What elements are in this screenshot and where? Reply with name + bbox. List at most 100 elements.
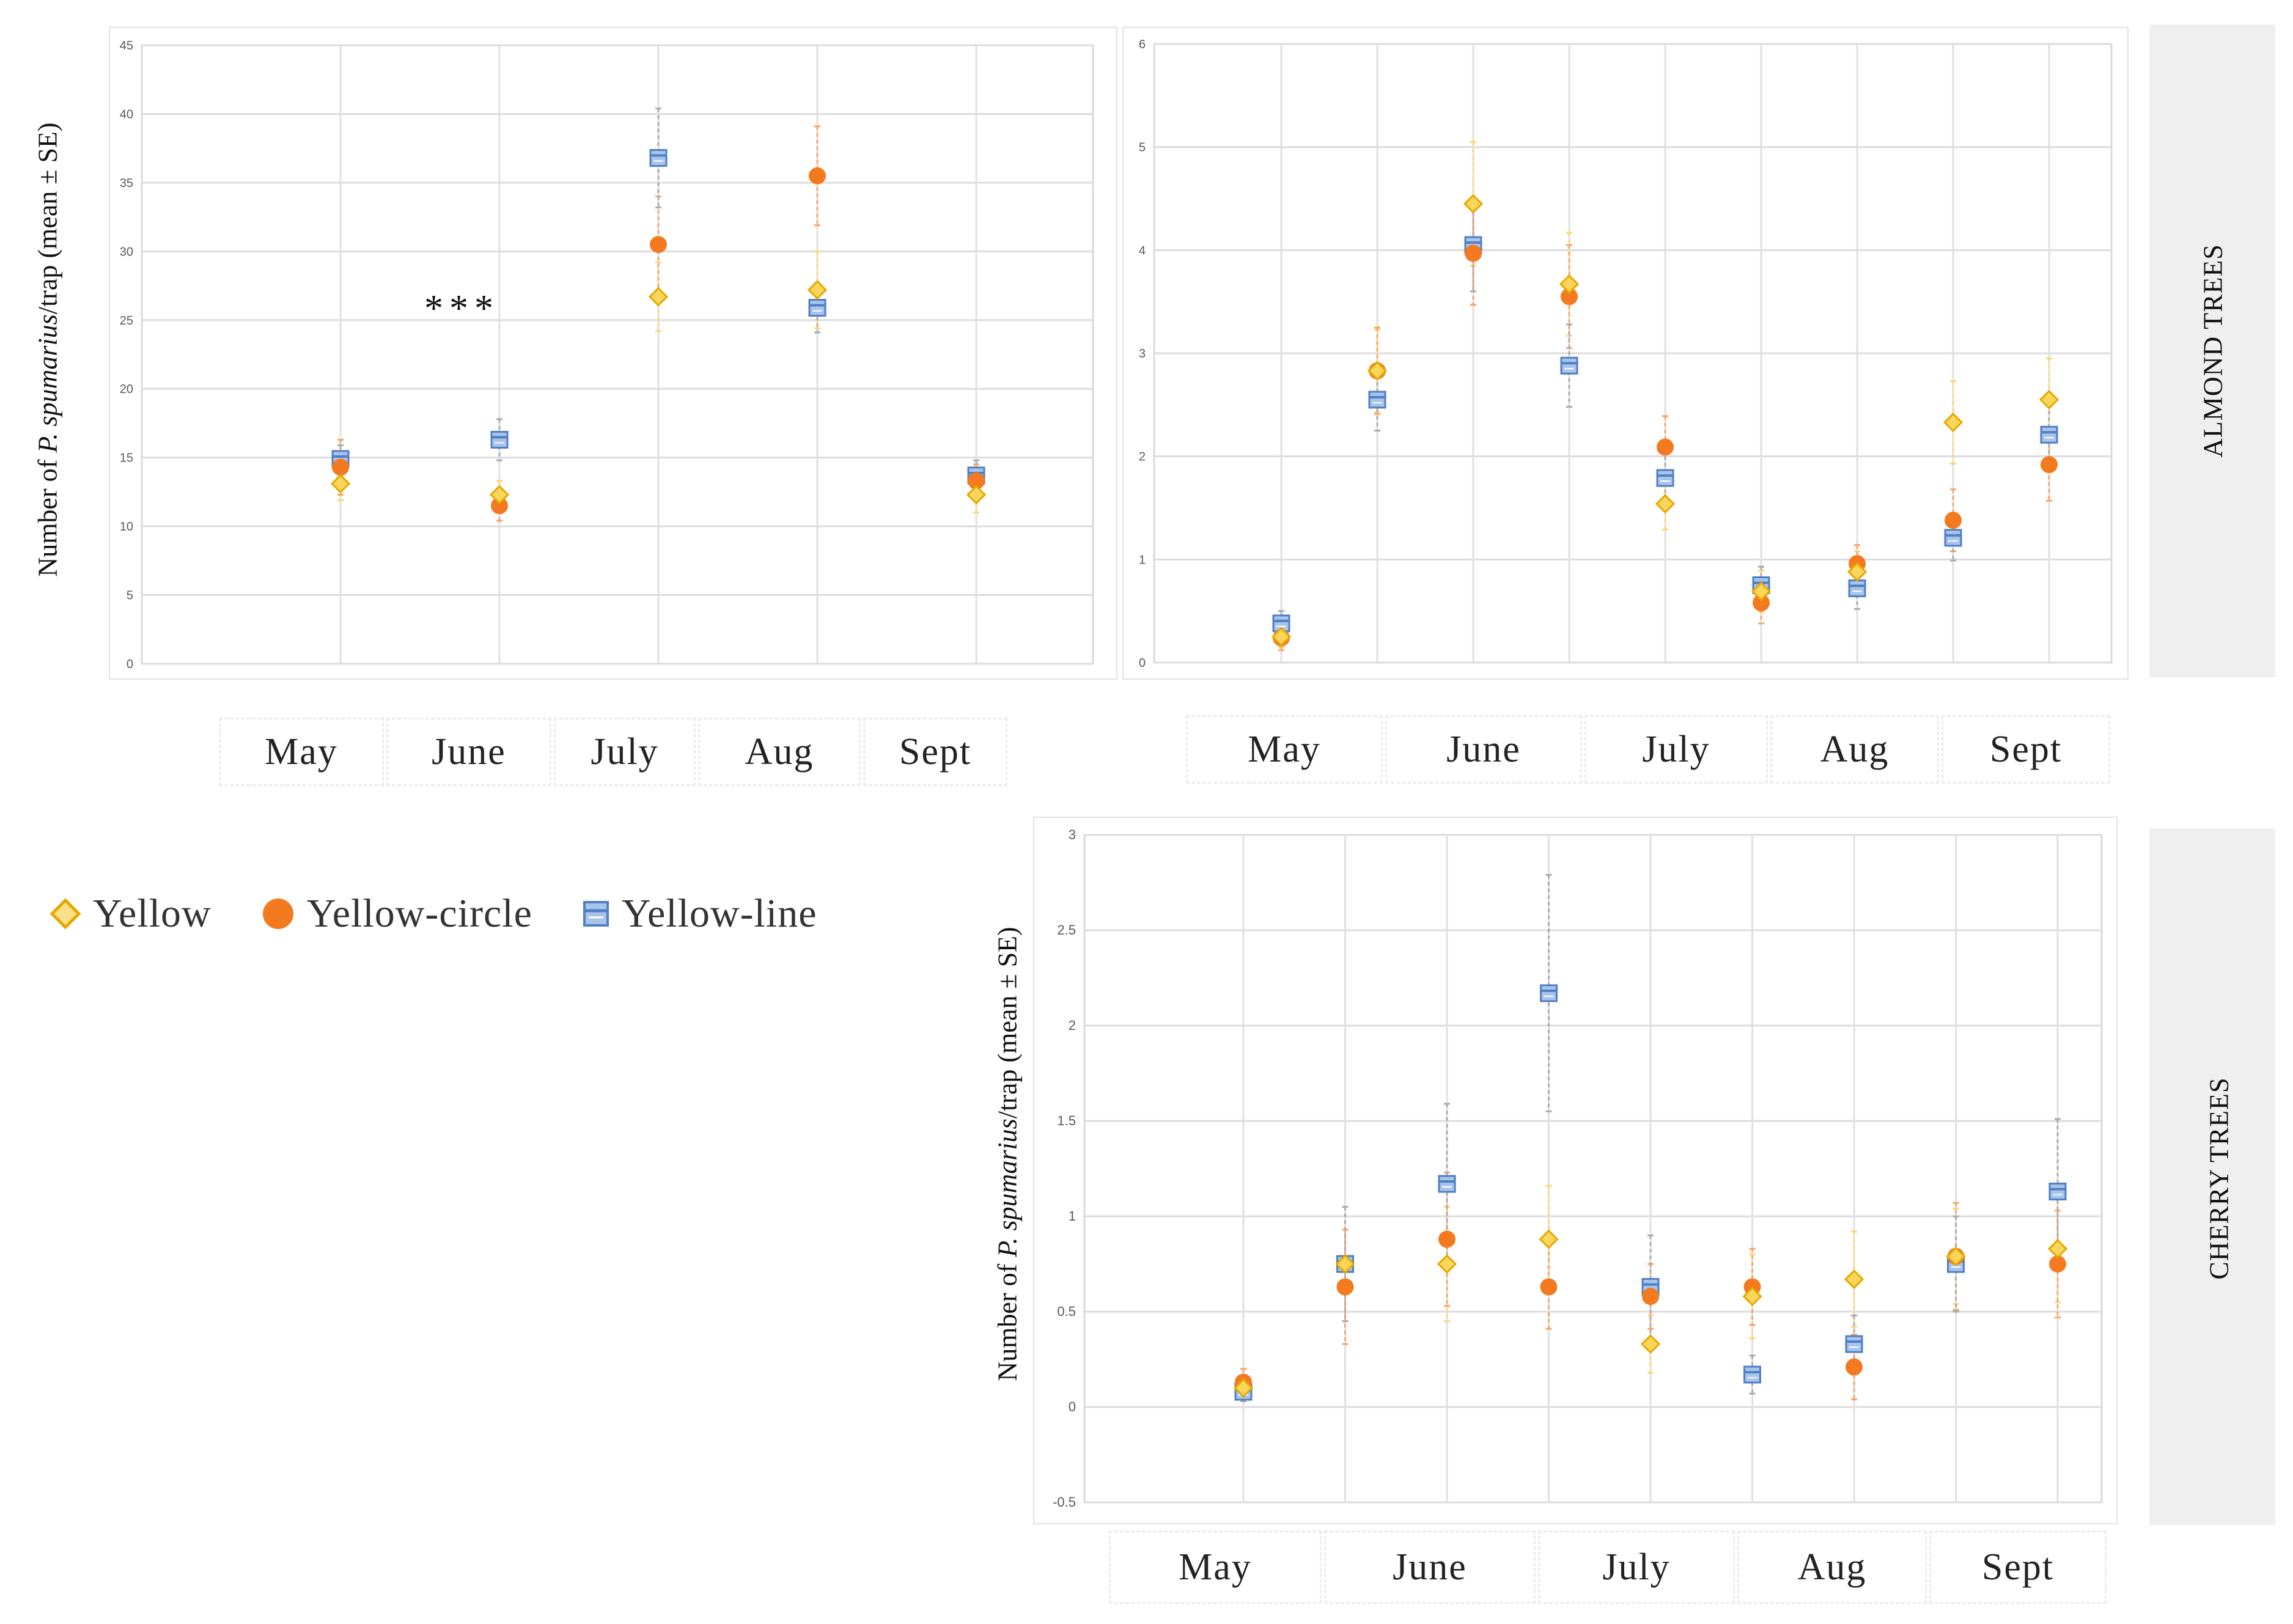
cherry-label: CHERRY TREES — [2204, 1077, 2234, 1280]
data-point-yellow-circle — [1336, 1278, 1354, 1296]
month-label: Aug — [1770, 715, 1939, 784]
data-point-yellow-line — [1656, 469, 1674, 487]
data-point-yellow — [1335, 1254, 1355, 1274]
circle-marker-icon — [262, 898, 293, 929]
data-point-yellow — [1437, 1254, 1457, 1274]
data-point-yellow-line — [2040, 425, 2058, 444]
almond-label: ALMOND TREES — [2198, 244, 2228, 458]
data-point-yellow-line — [649, 149, 668, 167]
chart-panel-3: -0.5 0 0.5 1 1.5 2 2.5 3 — [1053, 827, 2103, 1510]
data-point-yellow-line — [1368, 391, 1386, 409]
significance-stars: *** — [424, 288, 499, 329]
data-point-yellow — [2039, 389, 2059, 410]
data-point-yellow — [966, 485, 987, 505]
data-point-yellow — [807, 280, 828, 300]
data-point-yellow — [1847, 562, 1868, 582]
data-point-yellow — [1539, 1229, 1559, 1249]
data-point-yellow — [1943, 412, 1964, 433]
data-point-yellow-circle — [809, 167, 826, 185]
data-point-yellow-circle — [968, 472, 985, 490]
data-point-yellow — [1233, 1378, 1254, 1398]
y-tick-label: 15 — [120, 452, 133, 465]
month-label: May — [219, 718, 384, 786]
data-point-yellow — [1271, 626, 1292, 647]
y-label-prefix: Number of — [32, 452, 63, 577]
y-label-species: P. spumarius — [992, 1119, 1023, 1257]
data-point-yellow-circle — [1561, 288, 1578, 306]
data-point-yellow — [2047, 1238, 2068, 1259]
y-tick-label: 2.5 — [1057, 922, 1076, 938]
month-label: June — [1385, 715, 1582, 784]
data-point-yellow-circle — [491, 497, 508, 515]
data-point-yellow — [1655, 494, 1676, 514]
y-label-species: P. spumarius — [32, 314, 63, 453]
y-tick-label: 5 — [1139, 141, 1146, 155]
y-tick-label: 45 — [120, 39, 133, 53]
y-tick-label: 1.5 — [1057, 1113, 1076, 1128]
data-point-yellow — [1463, 194, 1484, 214]
data-point-yellow-line — [1845, 1335, 1863, 1353]
data-point-yellow — [1559, 274, 1580, 295]
data-point-yellow-line — [1944, 529, 1962, 547]
month-label: June — [1324, 1530, 1536, 1604]
panel-3-y-label: Number of P. spumarius/trap (mean ± SE) — [992, 927, 1023, 1381]
data-point-yellow-circle — [1465, 244, 1482, 262]
data-point-yellow-line — [1743, 1365, 1761, 1384]
month-label: Sept — [1942, 715, 2110, 784]
y-tick-label: 3 — [1069, 827, 1076, 842]
y-tick-label: 40 — [120, 108, 133, 121]
y-tick-label: 10 — [120, 520, 133, 534]
y-tick-label: 2 — [1139, 450, 1146, 464]
month-label: June — [386, 718, 551, 786]
month-label: Sept — [863, 718, 1007, 786]
data-point-yellow-line — [1438, 1175, 1456, 1193]
month-label: Aug — [1737, 1530, 1927, 1604]
y-tick-label: 30 — [120, 245, 133, 259]
chart-panel-1: 0 5 10 15 20 25 30 35 40 45 — [120, 39, 1094, 671]
y-tick-label: 4 — [1139, 244, 1146, 257]
y-label-suffix: /trap (mean ± SE) — [992, 927, 1023, 1119]
data-point-yellow-circle — [650, 236, 667, 254]
data-point-yellow-line — [490, 430, 509, 449]
data-point-yellow-line — [1540, 984, 1558, 1002]
data-point-yellow — [330, 474, 351, 494]
y-tick-label: 1 — [1069, 1208, 1076, 1224]
plot-area — [141, 44, 1094, 665]
data-point-yellow-circle — [1753, 594, 1770, 612]
y-tick-label: 0 — [1139, 656, 1146, 670]
square-marker-icon — [583, 901, 609, 927]
y-label-suffix: /trap (mean ± SE) — [32, 122, 63, 315]
y-tick-label: 3 — [1139, 347, 1146, 361]
legend-label: Yellow-circle — [306, 891, 532, 936]
month-label: May — [1186, 715, 1383, 784]
month-label: July — [554, 718, 696, 786]
y-tick-label: 1 — [1139, 553, 1146, 567]
data-point-yellow-line — [1560, 356, 1578, 375]
data-point-yellow — [489, 485, 510, 505]
month-label: July — [1584, 715, 1768, 784]
data-point-yellow-circle — [1540, 1278, 1558, 1296]
data-point-yellow — [1844, 1269, 1864, 1290]
chart-panel-2: 0 1 2 3 4 5 6 — [1139, 38, 2113, 670]
month-label: July — [1538, 1530, 1735, 1604]
data-point-yellow-circle — [2049, 1255, 2066, 1273]
legend-item-yellow-circle: Yellow-circle — [260, 891, 532, 937]
data-point-yellow-circle — [1945, 512, 1962, 529]
legend-label: Yellow-line — [621, 891, 817, 936]
plot-area — [1083, 834, 2103, 1504]
y-tick-label: 6 — [1139, 38, 1146, 51]
y-tick-label: 5 — [127, 589, 133, 603]
data-point-yellow-circle — [1846, 1358, 1863, 1376]
almond-band — [2149, 24, 2275, 677]
y-tick-label: -0.5 — [1053, 1494, 1076, 1510]
data-point-yellow-circle — [2041, 456, 2058, 474]
panel-1-y-label: Number of P. spumarius/trap (mean ± SE) — [32, 122, 64, 576]
legend-item-yellow: Yellow — [49, 891, 212, 937]
data-point-yellow-circle — [332, 458, 349, 476]
data-point-yellow-line — [2048, 1182, 2067, 1200]
y-tick-label: 0 — [127, 658, 133, 671]
data-point-yellow — [648, 287, 669, 307]
legend-item-yellow-line: Yellow-line — [581, 891, 817, 937]
y-tick-label: 0 — [1069, 1399, 1076, 1414]
